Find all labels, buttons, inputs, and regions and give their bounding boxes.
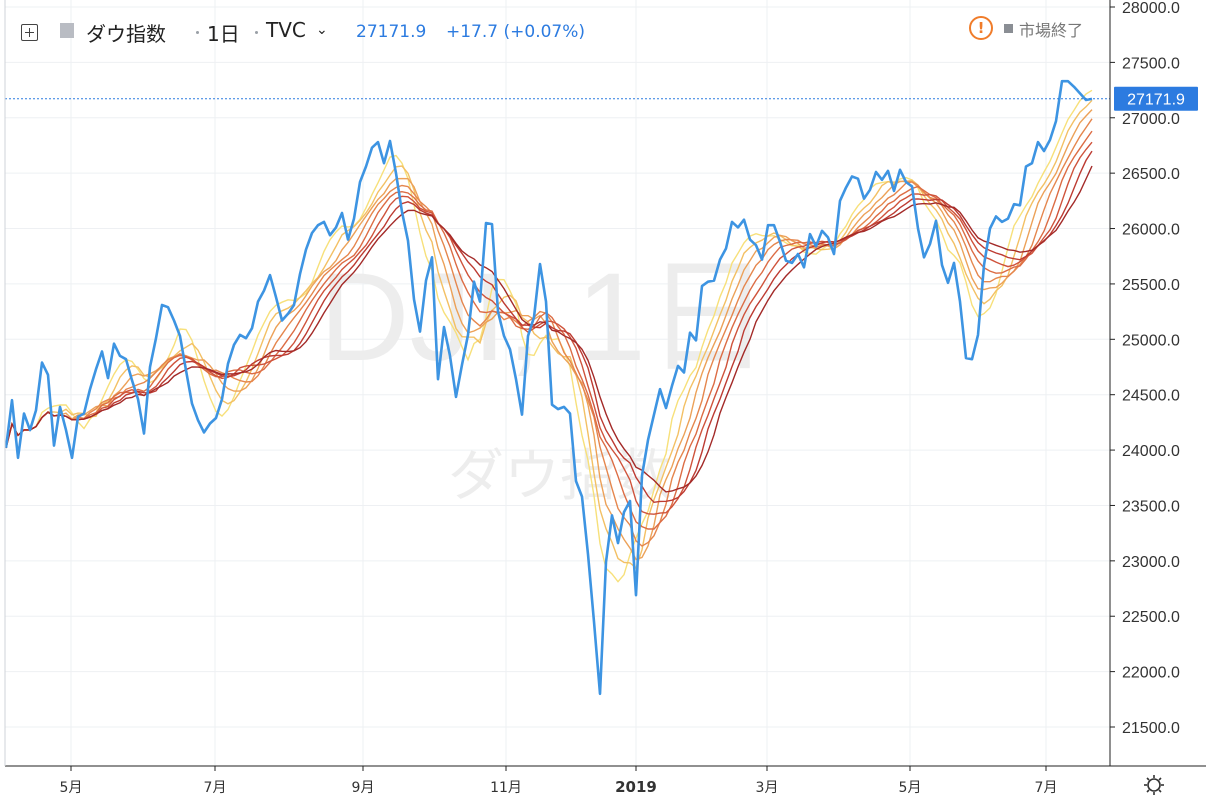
x-tick-label: 5月 — [60, 780, 83, 796]
add-symbol-icon[interactable] — [21, 24, 38, 41]
y-tick-label: 23500.0 — [1122, 498, 1180, 515]
y-tick-label: 26000.0 — [1122, 222, 1180, 239]
settings-gear-icon[interactable] — [1144, 775, 1164, 795]
watermark-name: ダウ指数 — [448, 444, 672, 509]
y-tick-label: 26500.0 — [1122, 166, 1180, 183]
y-tick-label: 23000.0 — [1122, 554, 1180, 571]
price-line — [4, 79, 1093, 696]
price-series — [4, 79, 1093, 696]
x-tick-label: 9月 — [352, 780, 375, 796]
interval[interactable]: 1日 — [207, 22, 240, 46]
time-axis-bg — [0, 766, 1206, 804]
y-tick-label: 25500.0 — [1122, 277, 1180, 294]
x-tick-label: 7月 — [204, 780, 227, 796]
y-tick-label: 27000.0 — [1122, 111, 1180, 128]
last-price: 27171.9 — [356, 22, 427, 42]
alert-icon[interactable]: ! — [969, 16, 993, 40]
chevron-down-icon[interactable]: ⌄ — [316, 22, 328, 38]
last-price-text: 27171.9 — [1127, 92, 1185, 109]
price-axis[interactable]: 28000.0 27500.0 27000.0 26500.0 26000.0 25500… — [1110, 0, 1180, 737]
x-tick-label: 7月 — [1035, 780, 1058, 796]
x-tick-label: 3月 — [756, 780, 779, 796]
symbol-name[interactable]: ダウ指数 — [86, 22, 166, 46]
price-change: +17.7 (+0.07%) — [446, 22, 586, 42]
ma-line — [5, 141, 1093, 515]
price-axis-bg — [1110, 0, 1206, 804]
time-axis[interactable]: 5月 7月 9月 11月 2019 3月 5月 7月 — [60, 766, 1058, 796]
y-tick-label: 22500.0 — [1122, 609, 1180, 626]
last-price-label: 27171.9 — [1114, 86, 1198, 111]
chart-grid — [5, 0, 1110, 766]
y-tick-label: 21500.0 — [1122, 720, 1180, 737]
watermark: DJI, 1日 ダウ指数 — [319, 248, 770, 509]
x-tick-label: 5月 — [899, 780, 922, 796]
x-tick-label: 2019 — [615, 778, 657, 796]
watermark-ticker: DJI, 1日 — [319, 248, 770, 387]
x-tick-label: 11月 — [490, 780, 522, 796]
y-tick-label: 24500.0 — [1122, 388, 1180, 405]
exchange[interactable]: TVC — [266, 18, 306, 42]
y-tick-label: 24000.0 — [1122, 443, 1180, 460]
y-tick-label: 27500.0 — [1122, 55, 1180, 72]
y-tick-label: 28000.0 — [1122, 0, 1180, 17]
y-tick-label: 22000.0 — [1122, 665, 1180, 682]
y-tick-label: 25000.0 — [1122, 332, 1180, 349]
last-price-box — [1114, 86, 1198, 111]
